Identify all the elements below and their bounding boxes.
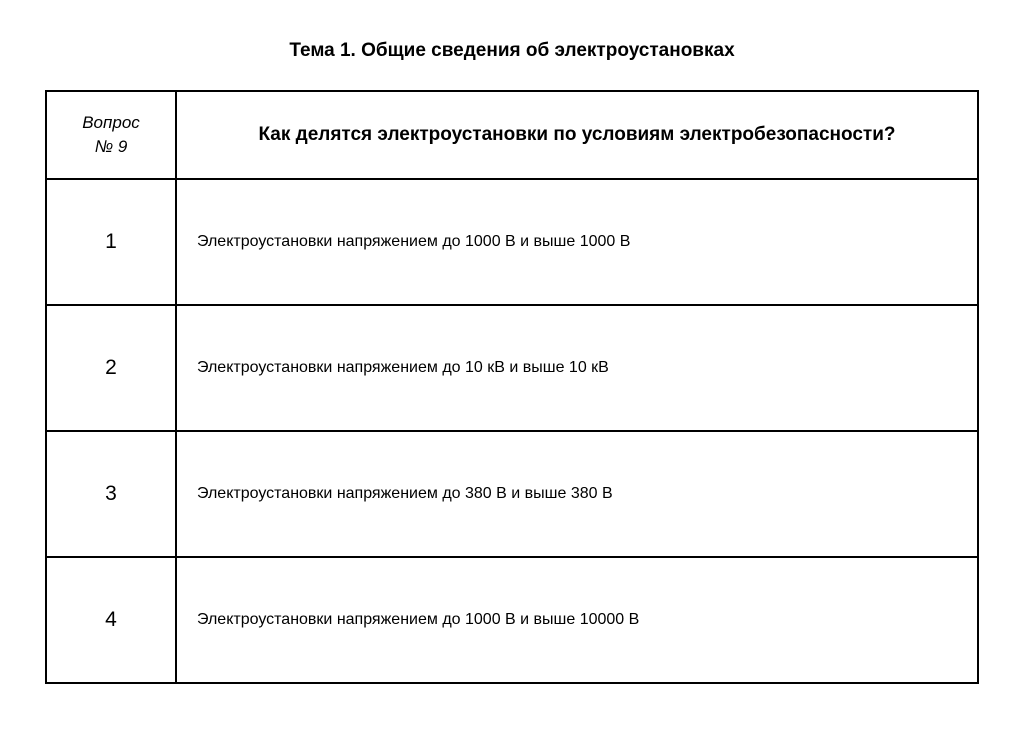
answer-text: Электроустановки напряжением до 1000 В и… — [197, 611, 639, 628]
answer-number-cell: 3 — [46, 431, 176, 557]
answer-number: 1 — [105, 230, 117, 253]
answer-text-cell: Электроустановки напряжением до 10 кВ и … — [176, 305, 978, 431]
answer-text: Электроустановки напряжением до 1000 В и… — [197, 233, 630, 250]
table-row: 2 Электроустановки напряжением до 10 кВ … — [46, 305, 978, 431]
answer-number-cell: 1 — [46, 179, 176, 305]
table-row: 4 Электроустановки напряжением до 1000 В… — [46, 557, 978, 683]
header-question-cell: Как делятся электроустановки по условиям… — [176, 91, 978, 179]
header-question: Как делятся электроустановки по условиям… — [197, 124, 957, 146]
answer-number-cell: 4 — [46, 557, 176, 683]
table-row: 1 Электроустановки напряжением до 1000 В… — [46, 179, 978, 305]
answer-text: Электроустановки напряжением до 10 кВ и … — [197, 359, 609, 376]
answer-text: Электроустановки напряжением до 380 В и … — [197, 485, 613, 502]
answer-number: 3 — [105, 482, 117, 505]
answer-text-cell: Электроустановки напряжением до 1000 В и… — [176, 179, 978, 305]
question-table: Вопрос № 9 Как делятся электроустановки … — [45, 90, 979, 684]
answer-number: 2 — [105, 356, 117, 379]
header-label-cell: Вопрос № 9 — [46, 91, 176, 179]
table-header-row: Вопрос № 9 Как делятся электроустановки … — [46, 91, 978, 179]
answer-number-cell: 2 — [46, 305, 176, 431]
document-container: Тема 1. Общие сведения об электроустанов… — [0, 0, 1024, 684]
answer-text-cell: Электроустановки напряжением до 1000 В и… — [176, 557, 978, 683]
answer-number: 4 — [105, 608, 117, 631]
header-label: Вопрос № 9 — [47, 111, 175, 159]
answer-text-cell: Электроустановки напряжением до 380 В и … — [176, 431, 978, 557]
page-title: Тема 1. Общие сведения об электроустанов… — [45, 40, 979, 62]
table-row: 3 Электроустановки напряжением до 380 В … — [46, 431, 978, 557]
